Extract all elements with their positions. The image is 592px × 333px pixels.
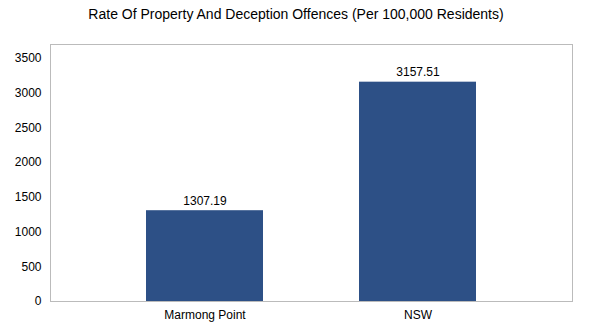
svg-text:1307.19: 1307.19 bbox=[183, 194, 227, 208]
svg-text:Marmong Point: Marmong Point bbox=[164, 308, 246, 322]
svg-text:2000: 2000 bbox=[15, 155, 42, 169]
svg-text:3500: 3500 bbox=[15, 51, 42, 65]
svg-text:2500: 2500 bbox=[15, 121, 42, 135]
svg-text:3000: 3000 bbox=[15, 86, 42, 100]
svg-text:3157.51: 3157.51 bbox=[396, 65, 440, 79]
svg-text:1500: 1500 bbox=[15, 190, 42, 204]
svg-text:0: 0 bbox=[35, 294, 42, 308]
svg-text:NSW: NSW bbox=[404, 308, 433, 322]
html-text:Rate Of Property And Deception: Rate Of Property And Deception Offences … bbox=[88, 6, 504, 22]
svg-text:500: 500 bbox=[21, 260, 41, 274]
svg-text:1000: 1000 bbox=[15, 225, 42, 239]
